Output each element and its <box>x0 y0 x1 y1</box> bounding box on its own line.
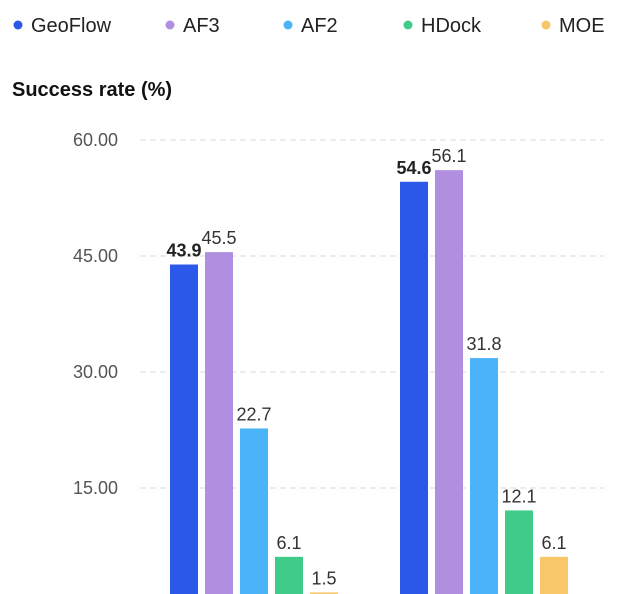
data-label-moe-group-1: 1.5 <box>311 568 336 588</box>
data-label-af3-group-1: 45.5 <box>201 228 236 248</box>
data-label-hdock-group-1: 6.1 <box>276 533 301 553</box>
legend-marker-geoflow <box>13 20 23 30</box>
data-label-af2-group-2: 31.8 <box>466 334 501 354</box>
legend-label-hdock: HDock <box>421 15 482 37</box>
bar-hdock-group-2 <box>505 510 533 594</box>
y-tick-label: 30.00 <box>73 362 118 382</box>
data-label-af2-group-1: 22.7 <box>236 404 271 424</box>
y-axis-ticks: 15.00 30.00 45.00 60.00 <box>73 130 118 498</box>
legend-marker-af3 <box>165 20 175 30</box>
legend-label-geoflow: GeoFlow <box>31 15 112 37</box>
bar-af3-group-2 <box>435 170 463 594</box>
data-label-geoflow-group-1: 43.9 <box>166 241 201 261</box>
data-labels: 43.945.5 22.7 6.1 1.5 54.656.1 31.8 12.1 6.1 <box>166 146 566 588</box>
legend-item-geoflow[interactable]: GeoFlow <box>13 15 112 37</box>
bars <box>170 170 568 594</box>
legend-item-af3[interactable]: AF3 <box>165 15 220 37</box>
y-tick-label: 15.00 <box>73 478 118 498</box>
legend: GeoFlow AF3 AF2 HDock MOE <box>13 15 605 37</box>
legend-item-hdock[interactable]: HDock <box>403 15 483 37</box>
bar-geoflow-group-1 <box>170 264 198 594</box>
legend-label-af2: AF2 <box>301 15 338 37</box>
y-tick-label: 45.00 <box>73 246 118 266</box>
legend-item-moe[interactable]: MOE <box>541 15 605 37</box>
legend-label-moe: MOE <box>559 15 605 37</box>
bar-af2-group-2 <box>470 358 498 594</box>
legend-marker-moe <box>541 20 551 30</box>
bar-hdock-group-1 <box>275 556 303 594</box>
y-axis-label: Success rate (%) <box>12 79 172 101</box>
bar-af3-group-1 <box>205 252 233 594</box>
data-label-moe-group-2: 6.1 <box>541 533 566 553</box>
data-label-geoflow-group-2: 54.6 <box>396 158 431 178</box>
bar-moe-group-1 <box>310 592 338 594</box>
y-tick-label: 60.00 <box>73 130 118 150</box>
legend-marker-hdock <box>403 20 413 30</box>
legend-label-af3: AF3 <box>183 15 220 37</box>
bar-moe-group-2 <box>540 556 568 594</box>
legend-marker-af2 <box>283 20 293 30</box>
gridlines <box>140 139 604 489</box>
bar-af2-group-1 <box>240 428 268 594</box>
legend-item-af2[interactable]: AF2 <box>283 15 338 37</box>
data-label-af3-group-2: 56.1 <box>431 146 466 166</box>
bar-geoflow-group-2 <box>400 181 428 594</box>
data-label-hdock-group-2: 12.1 <box>501 486 536 506</box>
